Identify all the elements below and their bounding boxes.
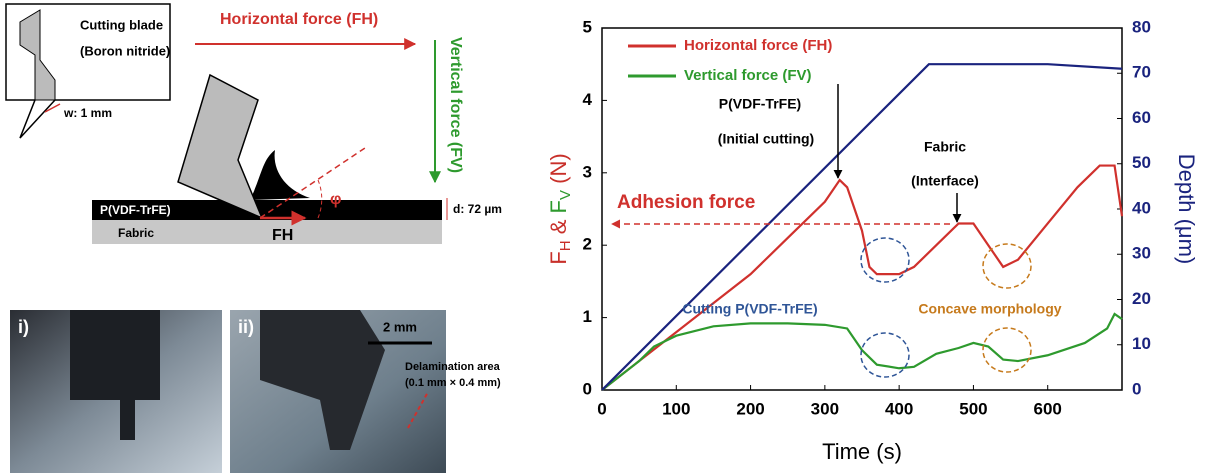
y-tick-label: 3 xyxy=(583,162,592,181)
annotation: Concave morphology xyxy=(918,301,1061,317)
page: {"schematic": {"blade_title": "Cutting b… xyxy=(0,0,1206,473)
label: P(VDF-TrFE) xyxy=(100,203,171,217)
y-axis-label-part: V xyxy=(557,190,574,200)
x-tick-label: 500 xyxy=(959,399,987,418)
y2-tick-label: 70 xyxy=(1132,63,1151,82)
x-tick-label: 0 xyxy=(597,399,606,418)
y2-tick-label: 80 xyxy=(1132,17,1151,36)
y2-tick-label: 50 xyxy=(1132,153,1151,172)
label: FH xyxy=(272,227,293,244)
label: (0.1 mm × 0.4 mm) xyxy=(405,377,501,389)
series-line xyxy=(602,314,1122,390)
y-tick-label: 0 xyxy=(583,379,592,398)
y-axis-label-part: F xyxy=(546,251,571,264)
chip xyxy=(250,150,310,200)
y-axis-label-part: (N) xyxy=(546,153,571,190)
label: (Boron nitride) xyxy=(80,43,170,58)
annotation: Adhesion force xyxy=(617,192,755,213)
label: i) xyxy=(18,317,29,337)
label: Horizontal force (FH) xyxy=(220,11,378,28)
y2-tick-label: 0 xyxy=(1132,379,1141,398)
annotation: P(VDF-TrFE) xyxy=(719,96,801,112)
x-tick-label: 300 xyxy=(811,399,839,418)
legend-label: Vertical force (FV) xyxy=(684,67,812,84)
y-axis-label-part: F xyxy=(546,200,571,213)
annotation: Fabric xyxy=(924,139,966,155)
blade xyxy=(178,75,262,218)
label: w: 1 mm xyxy=(63,106,112,120)
x-tick-label: 100 xyxy=(662,399,690,418)
y-axis-label-part: & xyxy=(546,213,571,240)
annotation-circle xyxy=(983,328,1031,372)
y2-tick-label: 10 xyxy=(1132,334,1151,353)
legend-label: Horizontal force (FH) xyxy=(684,37,832,54)
photos: i) ii) 2 mm Delamination area (0.1 mm × … xyxy=(10,310,501,473)
annotation: (Initial cutting) xyxy=(718,131,814,147)
x-tick-label: 400 xyxy=(885,399,913,418)
y-axis-label-part: H xyxy=(557,240,574,251)
figure: Cutting blade (Boron nitride) w: 1 mm Ho… xyxy=(0,0,1206,473)
label: Cutting blade xyxy=(80,17,163,32)
label: 2 mm xyxy=(383,319,417,334)
label: Delamination area xyxy=(405,361,501,373)
x-tick-label: 200 xyxy=(736,399,764,418)
y2-tick-label: 20 xyxy=(1132,289,1151,308)
label: Vertical force (FV) xyxy=(447,37,464,173)
y-tick-label: 4 xyxy=(583,90,593,109)
y-tick-label: 5 xyxy=(583,17,592,36)
label: Fabric xyxy=(118,226,154,240)
annotation: Cutting P(VDF-TrFE) xyxy=(682,301,817,317)
y2-axis-label: Depth (μm) xyxy=(1174,154,1199,264)
y-tick-label: 1 xyxy=(583,307,592,326)
y2-tick-label: 30 xyxy=(1132,244,1151,263)
schematic: Cutting blade (Boron nitride) w: 1 mm Ho… xyxy=(6,4,502,244)
x-axis-label: Time (s) xyxy=(822,439,902,464)
y-axis-label: FH & FV (N) xyxy=(546,153,574,264)
y2-tick-label: 60 xyxy=(1132,108,1151,127)
annotation: (Interface) xyxy=(911,173,979,189)
y2-tick-label: 40 xyxy=(1132,198,1151,217)
label: d: 72 µm xyxy=(453,202,502,216)
label: φ xyxy=(330,191,341,208)
x-tick-label: 600 xyxy=(1034,399,1062,418)
y-tick-label: 2 xyxy=(583,235,592,254)
label: ii) xyxy=(238,317,254,337)
